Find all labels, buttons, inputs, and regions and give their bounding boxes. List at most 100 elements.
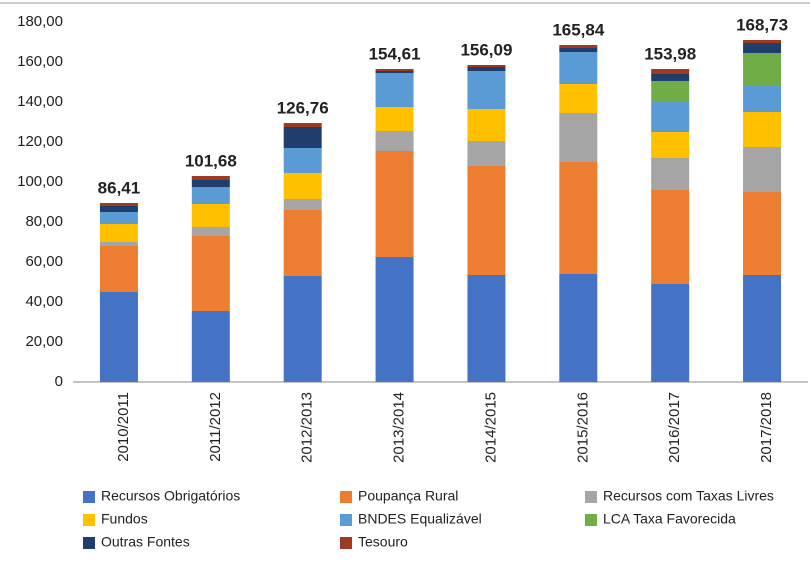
bar-segment xyxy=(651,190,690,284)
bar-segment xyxy=(651,132,690,158)
bar-segment xyxy=(283,210,322,276)
legend-label: LCA Taxa Favorecida xyxy=(603,511,736,527)
bar-segment xyxy=(559,113,598,162)
bar-segment xyxy=(375,71,414,73)
total-label: 153,98 xyxy=(644,44,696,63)
bar-segment xyxy=(283,148,322,173)
bar-segment xyxy=(99,206,138,212)
y-tick-label: 60,00 xyxy=(25,253,63,270)
bar-segment xyxy=(99,246,138,292)
total-label: 168,73 xyxy=(736,15,788,34)
bar-segment xyxy=(651,284,690,382)
legend-label: Recursos Obrigatórios xyxy=(101,488,240,504)
total-label: 86,41 xyxy=(98,178,141,197)
bar-segment xyxy=(467,67,506,71)
bar-segment xyxy=(467,109,506,141)
bar-segment xyxy=(743,192,782,275)
bar-segment xyxy=(743,53,782,85)
bar-segment xyxy=(283,199,322,210)
bar-segment xyxy=(743,275,782,382)
bar-segment xyxy=(559,274,598,382)
bar-segment xyxy=(743,112,782,147)
bar-segment xyxy=(99,292,138,382)
total-label: 101,68 xyxy=(185,151,237,170)
legend-swatch xyxy=(340,514,352,526)
legend-label: Poupança Rural xyxy=(358,488,458,504)
total-label: 126,76 xyxy=(277,98,329,117)
bar-segment xyxy=(467,275,506,382)
legend-swatch xyxy=(83,491,95,503)
legend-label: Outras Fontes xyxy=(101,534,190,550)
x-tick-label: 2015/2016 xyxy=(574,392,591,463)
legend-swatch xyxy=(340,491,352,503)
legend-swatch xyxy=(83,514,95,526)
bar-segment xyxy=(743,85,782,112)
bar-segment xyxy=(375,73,414,107)
bar-segment xyxy=(559,52,598,84)
bar-segment xyxy=(191,204,230,227)
bar-segment xyxy=(467,141,506,166)
y-tick-label: 0 xyxy=(55,373,63,390)
bar-segment xyxy=(467,65,506,67)
bar-segment xyxy=(651,101,690,132)
bar-segment xyxy=(743,147,782,192)
bar-segment xyxy=(651,74,690,81)
total-label: 165,84 xyxy=(552,20,605,39)
bar-segment xyxy=(375,131,414,151)
bar-segment xyxy=(283,173,322,199)
x-tick-label: 2010/2011 xyxy=(115,392,132,462)
bar-segment xyxy=(651,158,690,190)
x-tick-label: 2014/2015 xyxy=(482,392,499,463)
y-tick-label: 80,00 xyxy=(25,213,63,230)
legend-swatch xyxy=(83,537,95,549)
bar-segment xyxy=(559,162,598,274)
bar-segment xyxy=(99,224,138,242)
x-tick-label: 2016/2017 xyxy=(666,392,683,463)
bar-segment xyxy=(191,227,230,236)
bar-segment xyxy=(99,212,138,224)
x-tick-label: 2017/2018 xyxy=(758,392,775,463)
bar-segment xyxy=(283,123,322,127)
bar-segment xyxy=(743,43,782,53)
y-tick-label: 100,00 xyxy=(17,173,63,190)
legend-label: BNDES Equalizável xyxy=(358,511,482,527)
legend-label: Recursos com Taxas Livres xyxy=(603,488,774,504)
y-tick-label: 140,00 xyxy=(17,93,63,110)
x-tick-label: 2011/2012 xyxy=(207,392,224,462)
bar-segment xyxy=(375,257,414,382)
bar-segment xyxy=(651,69,690,74)
y-tick-label: 160,00 xyxy=(17,53,63,70)
y-tick-label: 120,00 xyxy=(17,133,63,150)
bar-segment xyxy=(191,176,230,180)
bar-segment xyxy=(99,203,138,206)
bar-segment xyxy=(99,242,138,246)
y-tick-label: 180,00 xyxy=(17,13,63,30)
y-tick-label: 40,00 xyxy=(25,293,63,310)
bar-segment xyxy=(743,40,782,43)
bar-segment xyxy=(191,187,230,204)
total-label: 154,61 xyxy=(369,44,421,63)
legend-label: Fundos xyxy=(101,511,148,527)
bar-segment xyxy=(559,48,598,52)
bar-segment xyxy=(651,81,690,101)
bar-segment xyxy=(559,45,598,48)
x-tick-label: 2013/2014 xyxy=(391,392,408,463)
bar-segment xyxy=(375,107,414,131)
x-tick-label: 2012/2013 xyxy=(299,392,316,463)
bar-segment xyxy=(191,236,230,311)
y-tick-label: 20,00 xyxy=(25,333,63,350)
bar-segment xyxy=(467,166,506,275)
total-label: 156,09 xyxy=(460,40,512,59)
bar-segment xyxy=(375,69,414,71)
legend-label: Tesouro xyxy=(358,534,408,550)
bar-segment xyxy=(559,84,598,113)
legend-swatch xyxy=(340,537,352,549)
bar-segment xyxy=(283,276,322,382)
bar-segment xyxy=(467,71,506,109)
legend-swatch xyxy=(585,514,597,526)
bar-segment xyxy=(283,127,322,148)
legend-swatch xyxy=(585,491,597,503)
bar-segment xyxy=(191,180,230,187)
bar-segment xyxy=(191,311,230,382)
